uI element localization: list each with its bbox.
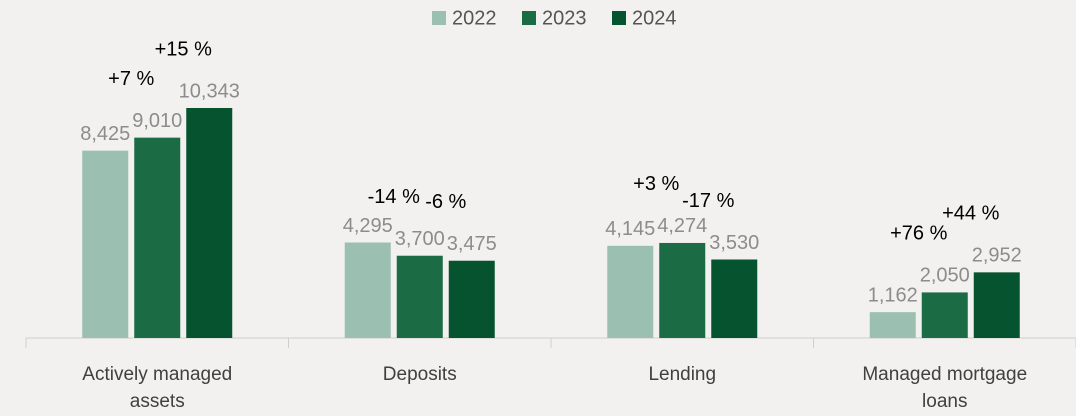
value-label: 4,145 [605, 218, 655, 240]
bar [973, 272, 1020, 338]
x-tick-label: Managed mortgage loans [862, 364, 1028, 412]
legend-label: 2023 [542, 7, 587, 29]
legend-label: 2024 [632, 7, 677, 29]
bar [186, 108, 233, 338]
annotation: -17 % [682, 190, 734, 212]
legend-swatch [612, 11, 626, 25]
annotation: -6 % [425, 191, 466, 213]
value-label: 4,274 [657, 215, 707, 237]
annotation: +76 % [890, 223, 947, 245]
annotation: +7 % [108, 68, 154, 90]
legend-label: 2022 [452, 7, 497, 29]
x-tick-label: Lending [648, 364, 717, 385]
annotation: +15 % [155, 38, 212, 60]
bar [82, 150, 129, 338]
value-label: 1,162 [868, 284, 918, 306]
annotation: -14 % [368, 186, 420, 208]
value-label: 2,050 [920, 265, 970, 287]
bar [711, 259, 758, 338]
bar [607, 245, 654, 338]
bar [134, 137, 181, 338]
value-label: 3,530 [709, 232, 759, 254]
legend-swatch [432, 11, 446, 25]
bar [344, 242, 391, 338]
value-label: 4,295 [343, 215, 393, 237]
value-label: 3,700 [395, 228, 445, 250]
x-tick-label: Actively managed assets [82, 364, 233, 412]
bar [396, 255, 443, 338]
bar [448, 260, 495, 338]
annotation: +3 % [633, 173, 679, 195]
bar [659, 242, 706, 338]
annotation: +44 % [942, 203, 999, 225]
value-label: 9,010 [132, 110, 182, 132]
bar [921, 292, 968, 338]
value-label: 8,425 [80, 123, 130, 145]
value-label: 2,952 [972, 245, 1022, 267]
value-label: 10,343 [179, 80, 240, 102]
x-tick-label: Deposits [382, 364, 457, 385]
bar [869, 312, 916, 338]
legend-swatch [522, 11, 536, 25]
value-label: 3,475 [447, 233, 497, 255]
